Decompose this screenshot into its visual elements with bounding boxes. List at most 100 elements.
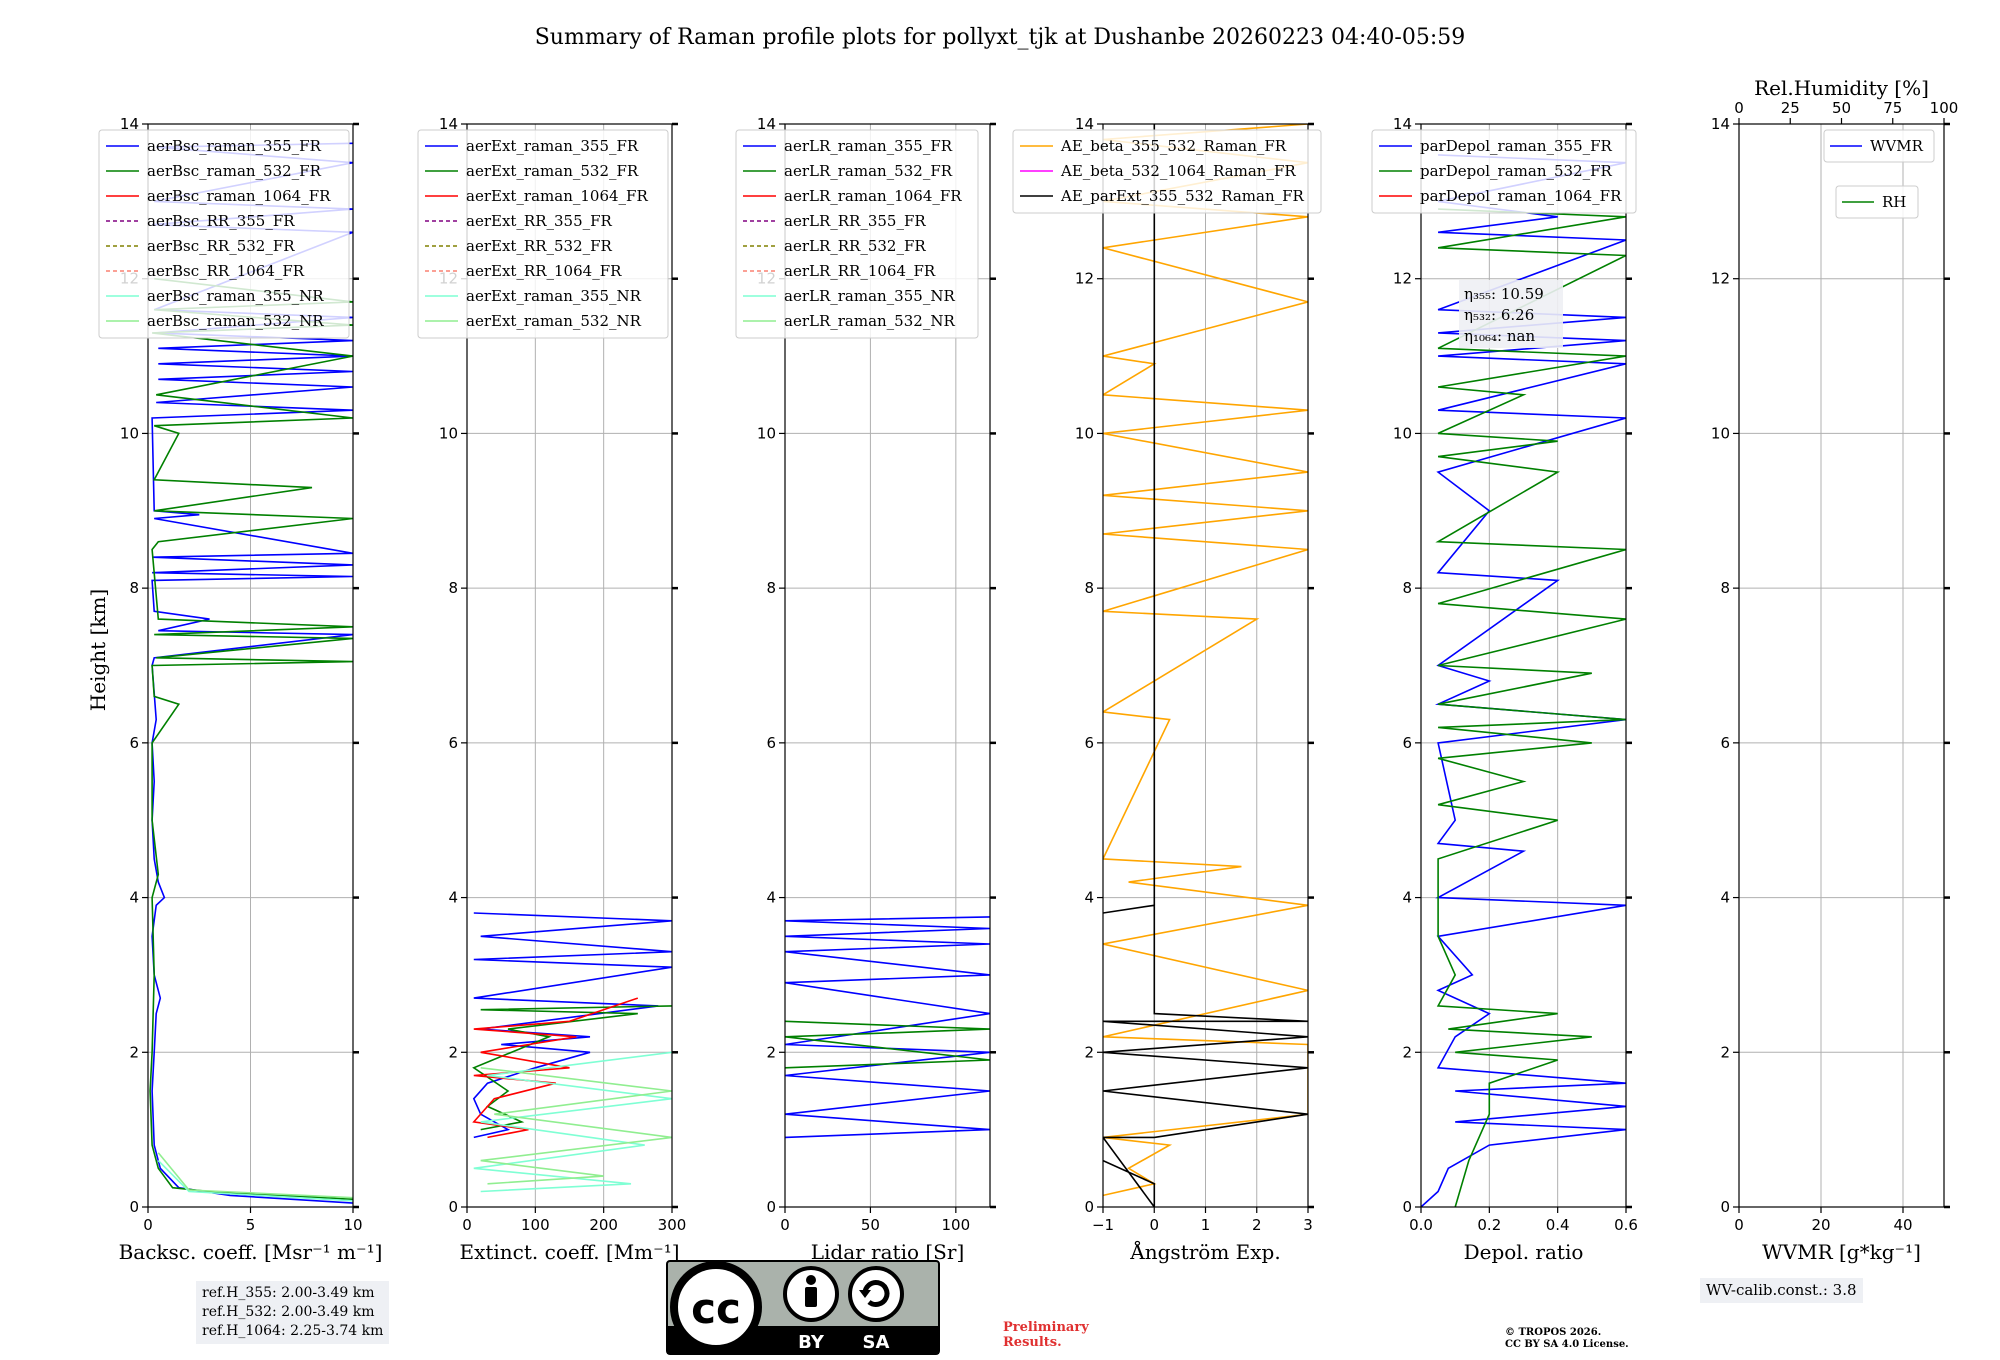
x-tick-label: 0.0: [1409, 1216, 1433, 1234]
y-axis-label: Height [km]: [86, 589, 110, 711]
axes-frame: [1420, 123, 1627, 1208]
y-tick-label: 2: [129, 1043, 139, 1061]
x2-tick-label: 50: [1832, 99, 1851, 117]
wv-calib-box: WV-calib.const.: 3.8: [1700, 1278, 1863, 1303]
panel-depol: 0 2 4 6 8 10 12 14 0.0 0.2 0.4 0.6 Depol. ratio parDe…: [1371, 115, 1638, 1264]
y-tick-label: 14: [439, 115, 458, 133]
y-tick-label: 8: [1720, 579, 1730, 597]
x-tick-label: 0: [780, 1216, 790, 1234]
legend-entry: aerLR_raman_355_FR: [784, 137, 953, 155]
y-tick-label: 2: [1402, 1043, 1412, 1061]
y-tick-label: 0: [1720, 1198, 1730, 1216]
y-tick-label: 4: [766, 889, 776, 907]
series-group: [1421, 154, 1626, 1207]
series-line-AE_beta_355_532_Raman_FR: [1103, 124, 1308, 1197]
y-tick-label: 12: [1075, 270, 1094, 288]
y-tick-label: 6: [1720, 734, 1730, 752]
x-tick-label: 5: [246, 1216, 256, 1234]
x-tick-label: 10: [343, 1216, 362, 1234]
x-tick-label: 50: [861, 1216, 880, 1234]
legend: aerBsc_raman_355_FR aerBsc_raman_532_FRae…: [98, 129, 350, 339]
x-tick-label: 0: [462, 1216, 472, 1234]
y-tick-label: 8: [766, 579, 776, 597]
x2-tick-label: 100: [1930, 99, 1959, 117]
series-line-aerLR_raman_355_FR: [785, 916, 990, 1139]
x2-tick-label: 75: [1883, 99, 1902, 117]
legend-entry: aerLR_raman_1064_FR: [784, 187, 962, 205]
legend-entry: aerBsc_RR_355_FR: [147, 212, 295, 230]
y-tick-label: 14: [120, 115, 139, 133]
y-tick-label: 10: [120, 424, 139, 442]
y-tick-label: 14: [1075, 115, 1094, 133]
preliminary-line2: Results.: [1003, 1335, 1062, 1350]
y-tick-label: 4: [448, 889, 458, 907]
x-tick-label: 0.6: [1614, 1216, 1638, 1234]
legend-entry: aerLR_raman_532_FR: [784, 162, 953, 180]
y-tick-label: 0: [766, 1198, 776, 1216]
series-line-AE_parExt_355_532_Raman_FR: [1103, 124, 1308, 1207]
y-tick-label: 0: [1084, 1198, 1094, 1216]
grid-lines: [1738, 123, 1944, 1208]
legend-entry: RH: [1882, 193, 1906, 211]
legend-entry: aerBsc_raman_355_NR: [147, 287, 324, 305]
cc-by-sa-logo: cc BY SA: [666, 1260, 940, 1355]
annotation-line: η₁₀₆₄: nan: [1464, 327, 1535, 345]
y-tick-label: 6: [766, 734, 776, 752]
cc-text: cc: [691, 1284, 741, 1333]
y-tick-label: 4: [1084, 889, 1094, 907]
reference-height-box: ref.H_355: 2.00-3.49 km ref.H_532: 2.00-…: [196, 1281, 390, 1344]
series-line-aerBsc_raman_355_NR: [157, 1160, 353, 1202]
cc-circle-icon: [670, 1261, 762, 1353]
sa-share-icon: [848, 1266, 904, 1322]
x-axis-label: Backsc. coeff. [Msr⁻¹ m⁻¹]: [119, 1240, 383, 1264]
legend-entry: AE_parExt_355_532_Raman_FR: [1060, 187, 1305, 205]
legend-entry: parDepol_raman_532_FR: [1420, 162, 1613, 180]
y-tick-label: 4: [1402, 889, 1412, 907]
y-tick-label: 12: [1711, 270, 1730, 288]
axes-frame: [784, 123, 991, 1208]
series-line-aerBsc_raman_532_NR: [157, 1152, 353, 1199]
y-tick-label: 4: [1720, 889, 1730, 907]
y-tick-label: 2: [1084, 1043, 1094, 1061]
x-axis-label: Depol. ratio: [1464, 1240, 1584, 1264]
legend-entry: aerExt_RR_1064_FR: [466, 262, 622, 280]
series-line-aerBsc_raman_532_FR: [149, 277, 353, 1201]
y-tick-label: 10: [1393, 424, 1412, 442]
y-tick-label: 10: [439, 424, 458, 442]
y-tick-label: 6: [1084, 734, 1094, 752]
legend-box: [1371, 129, 1637, 214]
series-line-parDepol_raman_355_FR: [1421, 154, 1626, 1207]
x-tick-label: −1: [1092, 1216, 1114, 1234]
panel-bsc: 024681012140510Backsc. coeff. [Msr⁻¹ m⁻¹…: [98, 115, 383, 1264]
legend: WVMR RH: [1823, 129, 1935, 219]
legend-entry: WVMR: [1870, 137, 1924, 155]
y-tick-label: 12: [1393, 270, 1412, 288]
y-tick-label: 6: [448, 734, 458, 752]
series-line-aerLR_raman_532_FR: [785, 1020, 990, 1069]
series-line-parDepol_raman_532_FR: [1435, 208, 1626, 1207]
legend-entry: parDepol_raman_1064_FR: [1420, 187, 1622, 205]
legend-box: [1835, 185, 1919, 219]
cc-by-label: BY: [798, 1332, 825, 1353]
panel-lr: 02468101214050100Lidar ratio [Sr]aerLR_r…: [735, 115, 996, 1264]
legend-entry: aerExt_raman_1064_FR: [466, 187, 648, 205]
series-line-aerExt_raman_532_NR: [480, 1067, 672, 1185]
y-tick-label: 10: [1711, 424, 1730, 442]
legend-entry: aerLR_RR_355_FR: [784, 212, 926, 230]
legend-entry: aerLR_raman_532_NR: [784, 312, 955, 330]
x-tick-label: 2: [1252, 1216, 1262, 1234]
legend-entry: aerExt_RR_532_FR: [466, 237, 613, 255]
legend: AE_beta_355_532_Raman_FR AE_beta_532_1064…: [1012, 129, 1322, 214]
legend: parDepol_raman_355_FR parDepol_raman_532_…: [1371, 129, 1637, 214]
x-tick-label: 0.2: [1477, 1216, 1501, 1234]
y-tick-label: 0: [448, 1198, 458, 1216]
series-line-aerExt_raman_532_FR: [472, 1005, 672, 1131]
y-tick-label: 4: [129, 889, 139, 907]
x-tick-label: 100: [942, 1216, 971, 1234]
series-group: [785, 916, 990, 1139]
legend-entry: parDepol_raman_355_FR: [1420, 137, 1613, 155]
legend-box: [417, 129, 669, 339]
